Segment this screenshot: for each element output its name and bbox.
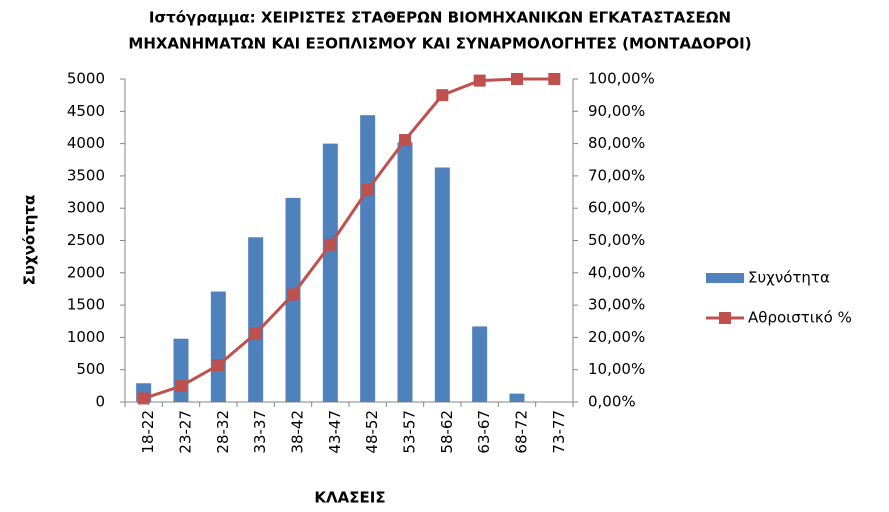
y-tick-label: 5000 [67,70,105,88]
bar [360,115,376,403]
y-axis-label: Συχνότητα [21,195,39,286]
x-tick-label: 43-47 [326,410,344,454]
marker [175,380,187,393]
x-tick-label: 53-57 [401,410,419,454]
chart-title: Ιστόγραμμα: ΧΕΙΡΙΣΤΕΣ ΣΤΑΘΕΡΩΝ ΒΙΟΜΗΧΑΝΙ… [149,9,731,27]
y2-tick-label: 70,00% [588,166,645,184]
y2-tick-label: 20,00% [588,328,645,346]
legend-swatch [719,312,731,324]
legend-swatch [706,273,744,283]
marker [212,359,225,372]
x-tick-label: 23-27 [177,410,195,454]
marker [324,238,337,251]
x-tick-label: 33-37 [251,410,269,454]
line [143,77,555,400]
y-tick-label: 4000 [67,134,105,152]
marker [548,73,561,85]
marker [287,288,299,301]
y2-tick-label: 40,00% [588,263,645,281]
x-tick-label: 48-52 [363,410,381,454]
marker [436,89,449,102]
y-tick-label: 3500 [67,166,105,184]
y2-tick-label: 30,00% [588,296,645,314]
y2-tick-label: 80,00% [588,134,645,152]
y2-tick-label: 50,00% [588,231,645,249]
y2-tick-label: 10,00% [588,360,645,378]
legend-label: Αθροιστικό % [748,309,852,327]
y-tick-label: 1000 [67,328,105,346]
x-tick-label: 63-67 [475,410,493,454]
bar [472,326,488,402]
y-tick-label: 500 [76,360,105,378]
y-tick-label: 2500 [67,231,105,249]
x-axis-label: ΚΛΑΣΕΙΣ [314,489,385,507]
bar [434,167,450,402]
x-tick-label: 18-22 [139,410,157,454]
bar [322,143,338,402]
y-tick-label: 1500 [67,296,105,314]
legend-label: Συχνότητα [748,269,830,287]
y-tick-label: 2000 [67,263,105,281]
marker [473,74,486,87]
bar [248,237,264,402]
bar [210,291,226,402]
marker [249,327,262,340]
y2-tick-label: 100,00% [588,70,655,88]
y-tick-label: 4500 [67,102,105,120]
x-tick-label: 28-32 [214,410,232,454]
marker [511,73,523,85]
x-tick-label: 58-62 [438,410,456,454]
y2-tick-label: 90,00% [588,102,645,120]
x-tick-label: 38-42 [289,410,307,454]
bar [173,338,189,402]
y2-tick-label: 0,00% [588,393,636,411]
bar [509,393,525,402]
chart-title: ΜΗΧΑΝΗΜΑΤΩΝ ΚΑΙ ΕΞΟΠΛΙΣΜΟΥ ΚΑΙ ΣΥΝΑΡΜΟΛΟ… [128,35,751,53]
marker [361,183,374,196]
y-tick-label: 3000 [67,199,105,217]
marker [137,392,150,405]
bar [397,142,413,403]
x-tick-label: 73-77 [550,410,568,454]
x-tick-label: 68-72 [513,410,531,454]
y-tick-label: 0 [95,393,105,411]
marker [399,134,411,147]
y2-tick-label: 60,00% [588,199,645,217]
